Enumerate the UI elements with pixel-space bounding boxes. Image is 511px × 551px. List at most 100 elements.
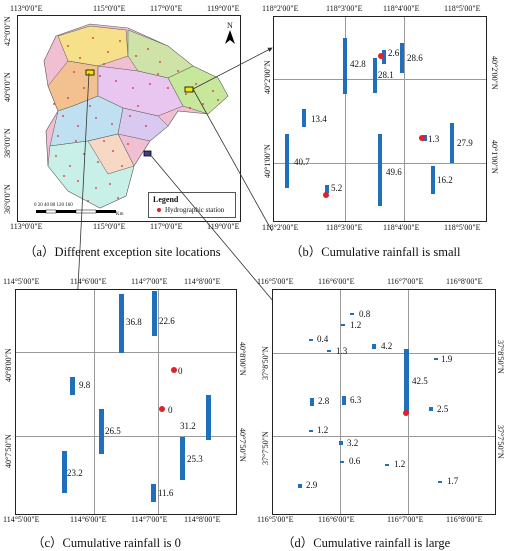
rain-bar (99, 409, 104, 454)
right-tick: 40°2'00"N (490, 56, 499, 90)
rain-bar (429, 407, 433, 411)
north-arrow-icon: N (224, 21, 236, 46)
bottom-tick: 118°3'00"E (326, 223, 363, 232)
bottom-tick: 116°6'00"E (318, 515, 355, 524)
rain-bar (373, 58, 377, 93)
rain-bar (119, 294, 124, 353)
gridline (404, 17, 405, 221)
right-tick: 40°1'00"N (490, 140, 499, 174)
panel-d-frame (272, 289, 496, 515)
top-tick: 113°0'0"E (10, 4, 43, 13)
bottom-tick: 118°5'00"E (444, 223, 481, 232)
legend-item: Hydrographic station (165, 206, 225, 214)
rain-bar (310, 398, 314, 406)
gridline (94, 290, 95, 514)
rain-bar (450, 123, 454, 163)
north-label: N (227, 21, 233, 30)
rain-bar (309, 339, 313, 341)
rain-bar (404, 349, 409, 413)
station-marker (378, 53, 384, 59)
left-tick: 37°7'50"N (261, 431, 270, 465)
caption-d: （d）Cumulative rainfall is large (282, 536, 451, 550)
rain-value: 0 (168, 405, 173, 415)
rain-value: 26.5 (105, 426, 121, 436)
top-tick: 118°4'00"E (383, 4, 420, 13)
rain-value: 6.3 (350, 395, 362, 405)
rain-value: 1.2 (350, 320, 362, 330)
rain-bar (372, 344, 376, 349)
gridline (274, 79, 486, 80)
top-tick: 116°5'00"E (257, 277, 294, 286)
rain-value: 11.6 (158, 488, 174, 498)
rain-bar (180, 437, 185, 480)
rain-value: 3.2 (347, 438, 359, 448)
scale-numbers: 0 20 40 80 120 160 (34, 203, 73, 208)
rain-value: 27.9 (457, 138, 473, 148)
rain-bar (343, 38, 347, 94)
rain-value: 22.6 (159, 316, 175, 326)
bottom-tick: 116°7'00"E (387, 515, 424, 524)
panel-b-frame (273, 16, 487, 222)
rain-value: 13.4 (311, 114, 327, 124)
rain-bar (302, 109, 306, 127)
rain-bar (378, 134, 382, 206)
rain-value: 2.5 (437, 404, 449, 414)
rain-value: 5.2 (331, 183, 343, 193)
bottom-tick: 118°4'00"E (383, 223, 420, 232)
gridline (273, 436, 495, 437)
bottom-tick: 114°7'00"E (131, 515, 168, 524)
rain-value: 1.9 (441, 354, 453, 364)
left-tick: 40°1'00"N (263, 144, 272, 178)
rain-value: 0.8 (359, 309, 371, 319)
gridline (16, 436, 236, 437)
rain-value: 4.2 (381, 341, 393, 351)
site-marker-b (184, 86, 194, 93)
rain-bar (400, 43, 404, 73)
rain-bar (340, 461, 344, 463)
top-tick: 117°0'0"E (150, 4, 183, 13)
right-tick: 40°7'50"N (238, 428, 247, 462)
rain-value: 28.1 (378, 70, 394, 80)
bottom-tick: 116°8'00"E (446, 515, 483, 524)
bottom-tick: 119°0'0"E (207, 222, 240, 231)
rain-bar (339, 441, 343, 445)
top-tick: 116°6'00"E (318, 277, 355, 286)
scale-bar (36, 209, 116, 214)
rain-bar (309, 430, 313, 432)
rain-value: 1.2 (317, 425, 329, 435)
rain-bar (285, 134, 289, 188)
rain-bar (382, 50, 386, 64)
bottom-tick: 113°0'0"E (10, 222, 43, 231)
rain-value: 2.6 (388, 48, 400, 58)
left-tick: 40°8'00"N (4, 348, 13, 382)
left-tick: 42°0'0"N (3, 16, 12, 46)
right-tick: 37°8'50"N (496, 340, 505, 374)
rain-value: 0.4 (317, 334, 329, 344)
bottom-tick: 118°2'00"E (262, 223, 299, 232)
top-tick: 118°2'00"E (262, 4, 299, 13)
rain-bar (350, 313, 354, 315)
caption-b: （b）Cumulative rainfall is small (290, 245, 461, 259)
scale-unit: Km (116, 212, 124, 217)
top-tick: 118°5'00"E (444, 4, 481, 13)
legend-box: Legend Hydrographic station (148, 192, 236, 218)
rain-value: 1.3 (428, 134, 440, 144)
rain-value: 42.5 (412, 376, 428, 386)
legend-title: Legend (153, 195, 179, 204)
rain-value: 1.3 (336, 346, 348, 356)
right-tick: 37°7'50"N (496, 425, 505, 459)
left-tick: 40°7'50"N (4, 434, 13, 468)
top-tick: 116°7'00"E (387, 277, 424, 286)
rain-value: 28.6 (407, 53, 423, 63)
bottom-tick: 114°5'00"E (3, 515, 40, 524)
site-marker-d (143, 150, 152, 157)
rain-value: 31.2 (180, 421, 196, 431)
rain-value: 1.7 (447, 476, 459, 486)
rain-value: 2.9 (306, 480, 318, 490)
rain-bar (342, 396, 346, 405)
rain-value: 25.3 (187, 454, 203, 464)
station-marker (419, 135, 425, 141)
rain-value: 16.2 (437, 175, 453, 185)
rain-bar (151, 484, 156, 502)
rain-value: 9.8 (79, 380, 91, 390)
